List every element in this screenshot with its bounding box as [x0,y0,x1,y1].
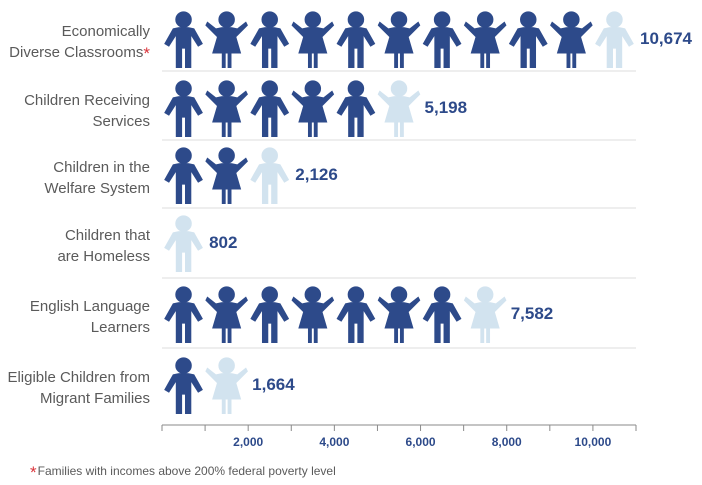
category-row: Eligible Children from Migrant Families 1,… [7,357,295,415]
girl-icon [291,286,335,344]
boy-icon [422,286,462,344]
value-label: 10,674 [640,29,693,48]
girl-icon [550,11,593,69]
value-label: 2,126 [295,165,338,184]
category-row: Children in the Welfare System 2,126 [44,147,338,205]
boy-icon [250,80,290,138]
tick-label: 8,000 [492,435,522,449]
category-label: Children that are Homeless [57,227,150,265]
category-label: Eligible Children from Migrant Families [7,369,150,407]
x-axis: 2,000 4,000 6,000 8,000 10,000 [161,424,637,449]
value-label: 7,582 [511,304,554,323]
category-row: English Language Learners 7,582 [30,286,554,344]
girl-icon [205,147,248,205]
category-row: Economically Diverse Classrooms* 10,674 [9,11,693,69]
tick-label: 4,000 [319,435,349,449]
category-label: Children in the Welfare System [44,159,150,197]
footnote: *Families with incomes above 200% federa… [30,463,336,483]
boy-icon [422,11,462,69]
category-rows: Economically Diverse Classrooms* 10,674 Chi… [7,11,693,415]
girl-icon [377,11,421,69]
boy-icon [336,11,376,69]
girl-icon [205,286,248,344]
girl-icon [291,11,335,69]
girl-icon [205,357,248,415]
girl-icon [205,80,248,138]
boy-icon [164,147,203,205]
boy-icon [250,286,290,344]
boy-icon [250,147,290,205]
tick-label: 6,000 [406,435,436,449]
boy-icon [336,286,376,344]
footnote-marker: * [30,463,37,482]
category-row: Children that are Homeless 802 [57,215,237,273]
girl-icon [377,80,421,138]
girl-icon [463,286,507,344]
girl-icon [377,286,421,344]
row-dividers [162,70,636,349]
girl-icon [463,11,507,69]
boy-icon [164,286,203,344]
tick-label: 10,000 [575,435,612,449]
girl-icon [291,80,335,138]
boy-icon [595,11,634,69]
category-label: Children Receiving Services [24,92,150,130]
category-row: Children Receiving Services 5,198 [24,80,468,138]
footnote-text: Families with incomes above 200% federal… [37,464,336,478]
category-label: Economically Diverse Classrooms* [9,23,150,63]
category-marker: * [143,44,150,63]
value-label: 802 [209,233,237,252]
value-label: 1,664 [252,375,295,394]
girl-icon [205,11,248,69]
boy-icon [250,11,290,69]
boy-icon [164,80,203,138]
tick-label: 2,000 [233,435,263,449]
boy-icon [336,80,376,138]
boy-icon [164,357,203,415]
value-label: 5,198 [425,98,468,117]
boy-icon [508,11,548,69]
boy-icon [164,11,203,69]
boy-icon [164,215,203,273]
category-label: English Language Learners [30,298,150,336]
